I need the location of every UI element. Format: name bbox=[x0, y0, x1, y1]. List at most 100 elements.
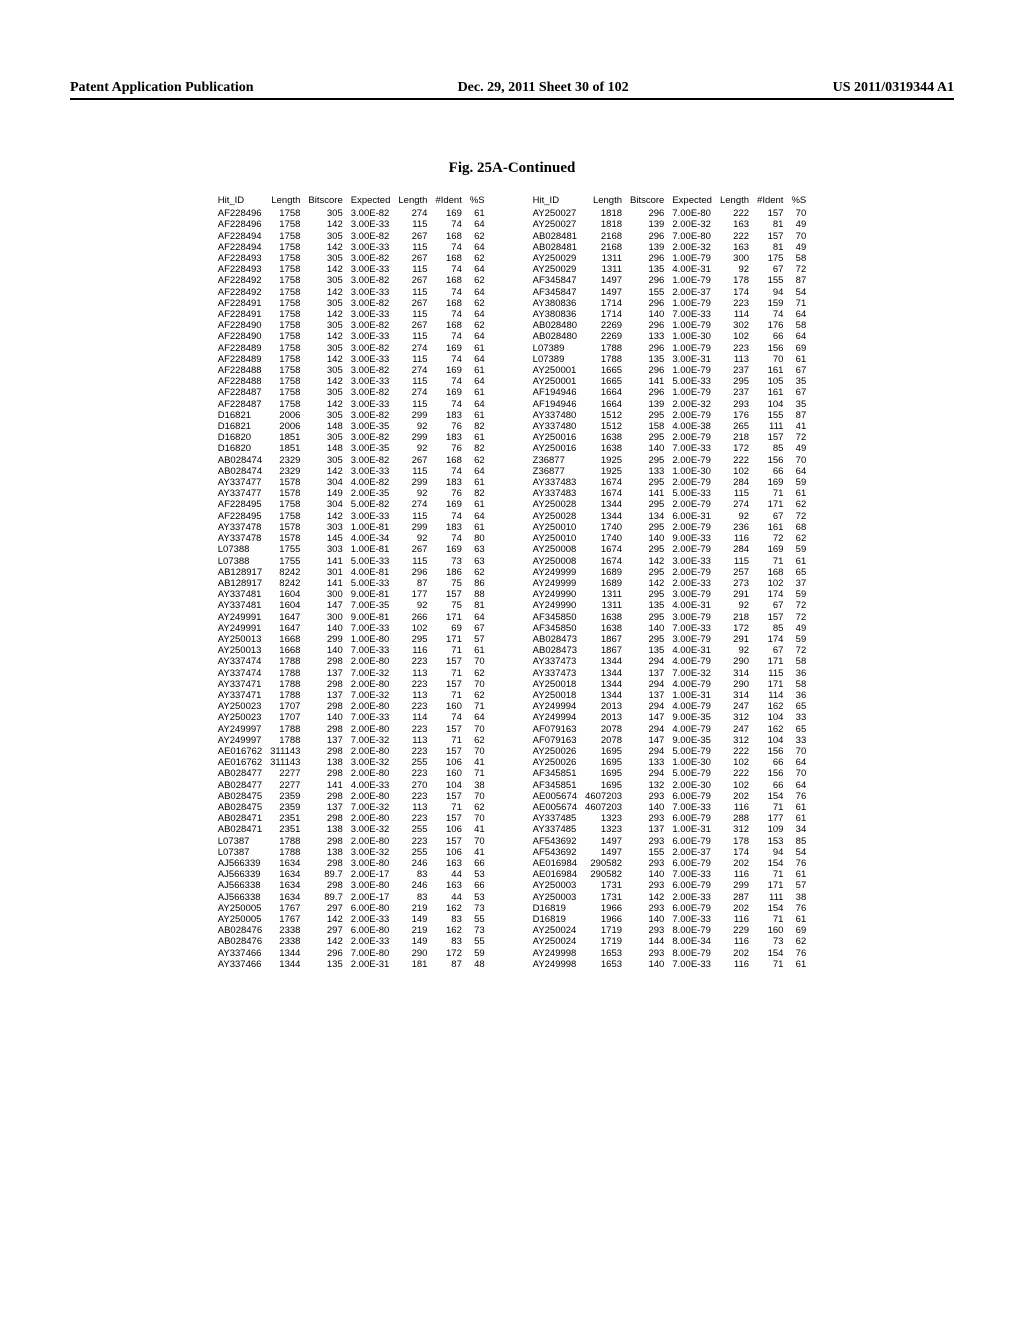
table-cell: 298 bbox=[304, 791, 346, 802]
table-cell: AY250027 bbox=[529, 219, 581, 230]
table-cell: 296 bbox=[304, 948, 346, 959]
table-row: AF22849117581423.00E-331157464 bbox=[214, 309, 489, 320]
table-row: AY33748316742952.00E-7928416959 bbox=[529, 477, 811, 488]
table-cell: 82 bbox=[466, 443, 489, 454]
table-cell: 33 bbox=[787, 735, 810, 746]
table-cell: 3.00E-82 bbox=[347, 455, 395, 466]
table-cell: 106 bbox=[431, 847, 465, 858]
table-cell: 1578 bbox=[266, 522, 304, 533]
table-row: AJ566339163489.72.00E-17834453 bbox=[214, 869, 489, 880]
table-row: AE0169842905822936.00E-7920215476 bbox=[529, 858, 811, 869]
table-cell: 74 bbox=[431, 466, 465, 477]
table-cell: 142 bbox=[304, 511, 346, 522]
table-cell: 2.00E-32 bbox=[668, 399, 716, 410]
table-cell: 1695 bbox=[581, 780, 626, 791]
table-cell: 5.00E-33 bbox=[347, 556, 395, 567]
table-cell: 156 bbox=[753, 746, 787, 757]
table-cell: 295 bbox=[626, 567, 668, 578]
table-row: AY33747715783044.00E-8229918361 bbox=[214, 477, 489, 488]
table-row: AF22848917581423.00E-331157464 bbox=[214, 354, 489, 365]
table-cell: 61 bbox=[466, 387, 489, 398]
table-cell: AY250026 bbox=[529, 757, 581, 768]
table-cell: 237 bbox=[716, 387, 753, 398]
table-cell: 67 bbox=[787, 365, 810, 376]
table-cell: 115 bbox=[394, 219, 431, 230]
col-header: Bitscore bbox=[304, 195, 346, 208]
table-cell: 1788 bbox=[266, 656, 304, 667]
table-cell: 169 bbox=[431, 208, 465, 219]
table-cell: 58 bbox=[787, 679, 810, 690]
table-cell: 267 bbox=[394, 231, 431, 242]
table-cell: 2359 bbox=[266, 802, 304, 813]
table-cell: 142 bbox=[304, 399, 346, 410]
table-cell: 161 bbox=[753, 365, 787, 376]
table-cell: 3.00E-32 bbox=[347, 847, 395, 858]
table-cell: 1653 bbox=[581, 959, 626, 970]
table-cell: 1925 bbox=[581, 466, 626, 477]
table-cell: 35 bbox=[787, 376, 810, 387]
table-cell: 1647 bbox=[266, 623, 304, 634]
table-cell: AY337481 bbox=[214, 589, 266, 600]
table-cell: 301 bbox=[304, 567, 346, 578]
table-cell: 140 bbox=[626, 623, 668, 634]
table-cell: 64 bbox=[787, 331, 810, 342]
table-cell: 158 bbox=[626, 421, 668, 432]
table-cell: 297 bbox=[304, 903, 346, 914]
table-cell: 134 bbox=[626, 511, 668, 522]
table-cell: 3.00E-79 bbox=[668, 612, 716, 623]
table-cell: 41 bbox=[787, 421, 810, 432]
table-cell: 92 bbox=[394, 421, 431, 432]
table-row: AF22849317581423.00E-331157464 bbox=[214, 264, 489, 275]
table-row: AB02847423293053.00E-8226716862 bbox=[214, 455, 489, 466]
table-cell: 298 bbox=[304, 701, 346, 712]
table-cell: 293 bbox=[626, 791, 668, 802]
table-cell: 290 bbox=[716, 656, 753, 667]
table-cell: 132 bbox=[626, 780, 668, 791]
table-cell: 62 bbox=[787, 533, 810, 544]
table-cell: 82 bbox=[466, 488, 489, 499]
table-cell: 1818 bbox=[581, 208, 626, 219]
table-cell: 296 bbox=[626, 208, 668, 219]
table-cell: AF345850 bbox=[529, 623, 581, 634]
table-cell: 1497 bbox=[581, 836, 626, 847]
table-cell: 267 bbox=[394, 275, 431, 286]
table-row: AY33748116043009.00E-8117715788 bbox=[214, 589, 489, 600]
table-cell: 6.00E-80 bbox=[347, 903, 395, 914]
table-cell: 70 bbox=[466, 656, 489, 667]
table-cell: AY249998 bbox=[529, 948, 581, 959]
table-row: AY24999717882982.00E-8022315770 bbox=[214, 724, 489, 735]
table-cell: 61 bbox=[466, 432, 489, 443]
table-cell: 115 bbox=[394, 264, 431, 275]
col-header: Length bbox=[716, 195, 753, 208]
table-cell: 83 bbox=[431, 936, 465, 947]
table-cell: 140 bbox=[304, 645, 346, 656]
table-cell: 92 bbox=[394, 533, 431, 544]
table-cell: 1758 bbox=[266, 287, 304, 298]
table-cell: 169 bbox=[431, 387, 465, 398]
table-row: AY24999013111354.00E-31926772 bbox=[529, 600, 811, 611]
table-cell: 1344 bbox=[581, 499, 626, 510]
table-cell: 55 bbox=[466, 936, 489, 947]
table-cell: 58 bbox=[787, 656, 810, 667]
table-cell: 287 bbox=[716, 892, 753, 903]
table-row: AY25002417192938.00E-7922916069 bbox=[529, 925, 811, 936]
table-cell: 8242 bbox=[266, 567, 304, 578]
table-cell: 1758 bbox=[266, 253, 304, 264]
table-cell: AY249990 bbox=[529, 600, 581, 611]
table-cell: AB028475 bbox=[214, 802, 266, 813]
table-cell: 58 bbox=[787, 253, 810, 264]
table-row: AY33748015121584.00E-3826511141 bbox=[529, 421, 811, 432]
table-cell: AF228496 bbox=[214, 208, 266, 219]
table-cell: 1758 bbox=[266, 309, 304, 320]
table-cell: 1966 bbox=[581, 903, 626, 914]
table-cell: 142 bbox=[304, 331, 346, 342]
table-cell: 274 bbox=[394, 387, 431, 398]
table-cell: AY250001 bbox=[529, 376, 581, 387]
table-cell: 293 bbox=[626, 836, 668, 847]
table-cell: 1788 bbox=[266, 690, 304, 701]
table-cell: 171 bbox=[753, 880, 787, 891]
table-cell: 223 bbox=[394, 836, 431, 847]
table-cell: 247 bbox=[716, 724, 753, 735]
table-row: L0738817553031.00E-8126716963 bbox=[214, 544, 489, 555]
table-cell: 104 bbox=[753, 712, 787, 723]
